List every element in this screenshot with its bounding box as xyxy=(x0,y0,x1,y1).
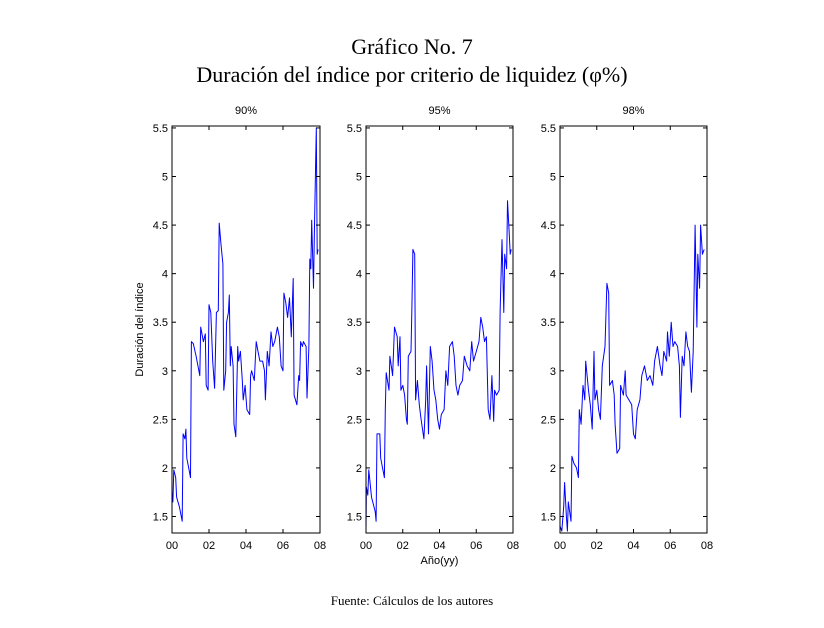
y-tick-label: 3.5 xyxy=(347,317,362,329)
panel-90pct: 1.5 2 2.5 3 3.5 4 4.5 5 5.5 00 02 04 06 08 90% Duración… xyxy=(134,105,326,552)
source-note: Fuente: Cálculos de los autores xyxy=(331,593,493,608)
y-tick-label: 2.5 xyxy=(153,414,168,426)
series-line xyxy=(365,200,512,532)
x-tick-label: 02 xyxy=(203,540,215,552)
y-tick-label: 2 xyxy=(356,463,362,475)
y-tick-label: 5.5 xyxy=(541,123,556,135)
y-tick-label: 5 xyxy=(162,172,168,184)
y-tick-label: 5.5 xyxy=(347,123,362,135)
series-line xyxy=(559,224,705,532)
y-axis-label: Duración del índice xyxy=(134,282,146,376)
y-tick-label: 2.5 xyxy=(541,414,556,426)
x-tick-label: 02 xyxy=(397,540,409,552)
x-tick-label: 08 xyxy=(507,540,519,552)
y-tick-label: 5 xyxy=(550,172,556,184)
y-tick-label: 5.5 xyxy=(153,123,168,135)
chart-title: Gráfico No. 7 xyxy=(351,34,473,59)
x-tick-label: 04 xyxy=(433,540,445,552)
y-tick-label: 1.5 xyxy=(541,511,556,523)
panels: 1.5 2 2.5 3 3.5 4 4.5 5 5.5 00 02 04 06 08 90% Duración… xyxy=(134,105,713,567)
x-tick-label: 04 xyxy=(240,540,252,552)
y-tick-label: 4 xyxy=(356,269,362,281)
y-tick-label: 3.5 xyxy=(153,317,168,329)
panel-98pct: 1.5 2 2.5 3 3.5 4 4.5 5 5.5 00 02 04 06 08 98% xyxy=(541,105,713,552)
y-tick-label: 4.5 xyxy=(541,220,556,232)
y-tick-label: 4 xyxy=(162,269,168,281)
x-tick-label: 08 xyxy=(701,540,713,552)
x-tick-label: 08 xyxy=(314,540,326,552)
x-tick-label: 06 xyxy=(470,540,482,552)
x-tick-label: 00 xyxy=(360,540,372,552)
panel-95pct: 1.5 2 2.5 3 3.5 4 4.5 5 5.5 00 02 04 06 08 95% Año(yy) xyxy=(347,105,519,567)
x-tick-label: 04 xyxy=(627,540,639,552)
y-tick-label: 5 xyxy=(356,172,362,184)
y-tick-label: 4.5 xyxy=(153,220,168,232)
chart-subtitle: Duración del índice por criterio de liqu… xyxy=(196,62,627,87)
x-axis-label: Año(yy) xyxy=(421,555,459,567)
series-line xyxy=(171,127,319,522)
y-tick-label: 4.5 xyxy=(347,220,362,232)
y-tick-label: 3 xyxy=(162,366,168,378)
x-tick-label: 06 xyxy=(277,540,289,552)
y-tick-label: 1.5 xyxy=(347,511,362,523)
y-tick-label: 3 xyxy=(356,366,362,378)
y-tick-label: 4 xyxy=(550,269,556,281)
axes-box xyxy=(365,125,514,534)
axes-box xyxy=(559,125,708,534)
y-tick-label: 2 xyxy=(162,463,168,475)
axes-box xyxy=(171,125,321,534)
x-tick-label: 02 xyxy=(591,540,603,552)
x-tick-label: 00 xyxy=(166,540,178,552)
y-tick-label: 2.5 xyxy=(347,414,362,426)
panel-title: 90% xyxy=(235,105,257,117)
y-tick-label: 3 xyxy=(550,366,556,378)
x-tick-label: 00 xyxy=(554,540,566,552)
y-tick-label: 2 xyxy=(550,463,556,475)
x-tick-label: 06 xyxy=(664,540,676,552)
y-tick-label: 3.5 xyxy=(541,317,556,329)
y-tick-label: 1.5 xyxy=(153,511,168,523)
panel-title: 98% xyxy=(622,105,644,117)
panel-title: 95% xyxy=(428,105,450,117)
